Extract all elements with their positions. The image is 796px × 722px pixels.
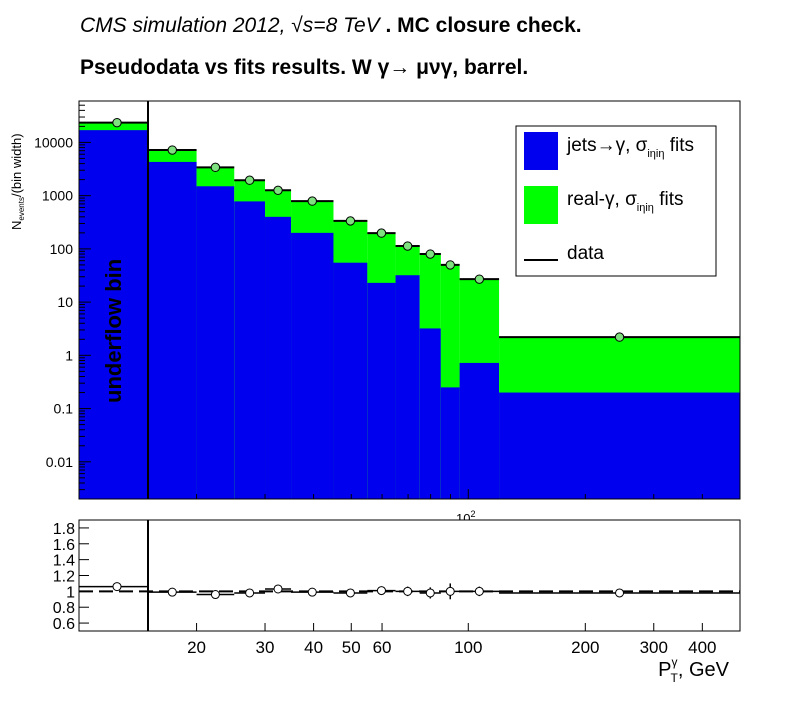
x-tick-label: 20: [187, 638, 206, 657]
legend: jets→γ, σiηiη fits real-γ, σiηiη fits data: [515, 125, 717, 277]
jets-bar: [499, 392, 740, 499]
jets-bar: [148, 161, 197, 500]
jets-bar: [395, 275, 420, 499]
data-point: [244, 175, 255, 185]
jets-bar: [265, 216, 292, 500]
jets-bar: [440, 387, 460, 499]
upper-panel: 0.01 0.1 1 10 100 1000 10000 Nevents/(bin width…: [9, 100, 741, 526]
x-tick-label: 50: [342, 638, 361, 657]
x-tick-label: 60: [373, 638, 392, 657]
x-tick-label: 200: [571, 638, 599, 657]
title-check: . MC closure check.: [385, 14, 582, 37]
ratio-point: [112, 582, 122, 592]
jets-bar: [459, 362, 500, 499]
data-point: [307, 196, 317, 206]
legend-jets-swatch: [524, 132, 558, 170]
y-tick-label: 1000: [42, 188, 73, 204]
y-tick-label: 0.1: [54, 401, 74, 417]
legend-label: real-γ, σiηiη fits: [567, 189, 683, 214]
x-tick-label: 40: [304, 638, 323, 657]
data-point: [376, 228, 387, 238]
ratio-y-tick-label: 1.2: [53, 569, 75, 586]
y-tick-label: 10000: [34, 134, 73, 150]
x-tick-label: 300: [640, 638, 668, 657]
legend-label: jets→γ, σiηiη fits: [566, 135, 694, 160]
data-point: [210, 162, 221, 173]
data-point: [345, 216, 356, 226]
legend-real-swatch: [524, 186, 558, 224]
y-tick-label: 0.01: [46, 454, 73, 470]
x-tick-label: 400: [688, 638, 716, 657]
ratio-y-tick-label: 0.8: [53, 600, 75, 617]
data-point: [167, 145, 177, 155]
jets-bar: [291, 232, 334, 499]
data-point: [614, 332, 625, 342]
jets-bar: [367, 282, 396, 499]
jets-bar: [333, 262, 368, 499]
y-tick-label: 10: [57, 294, 73, 310]
y-axis-title: Nevents/(bin width): [9, 133, 26, 230]
ratio-point: [345, 588, 355, 598]
ratio-y-tick-label: 1.4: [53, 553, 75, 570]
chart-title-line2: Pseudodata vs fits results. W γ→ μνγ, ba…: [80, 56, 529, 79]
data-point: [402, 241, 413, 251]
x-axis-title: Pγ T, GeV: [658, 655, 729, 685]
ratio-point: [403, 586, 413, 596]
jets-bar: [196, 186, 235, 499]
underflow-label: underflow bin: [101, 259, 126, 403]
jets-bar: [79, 130, 148, 499]
x-tick-label: 100: [454, 638, 482, 657]
ratio-point: [376, 586, 386, 596]
title-energy: √s=8 TeV: [291, 14, 380, 37]
upper-frame: [78, 100, 741, 500]
ratio-panel: 0.60.811.21.41.61.8 20 30 40 50 60 100 200 300 40…: [53, 519, 741, 685]
ratio-point: [210, 590, 220, 600]
legend-label: data: [567, 243, 604, 264]
title-experiment: CMS simulation 2012,: [80, 14, 286, 37]
jets-bar: [234, 201, 266, 499]
data-point: [112, 117, 122, 128]
jets-bar: [419, 328, 441, 499]
data-point: [445, 260, 455, 270]
ratio-y-tick-label: 1: [66, 584, 75, 601]
ratio-point: [273, 584, 283, 594]
data-point: [273, 185, 283, 196]
chart-title-line1: CMS simulation 2012, √s=8 TeV . MC closu…: [80, 14, 582, 38]
ratio-point: [445, 586, 455, 596]
data-point: [425, 249, 435, 259]
ratio-y-tick-label: 1.8: [53, 521, 75, 538]
ratio-point: [307, 587, 317, 597]
x-tick-label: 30: [256, 638, 275, 657]
y-tick-label: 100: [50, 241, 74, 257]
ratio-point: [425, 588, 435, 598]
ratio-y-tick-label: 0.6: [53, 616, 75, 633]
ratio-point: [615, 588, 625, 598]
ratio-point: [167, 587, 177, 597]
ratio-frame: [78, 519, 741, 632]
data-point: [474, 274, 485, 284]
ratio-point: [474, 586, 484, 596]
ratio-point: [245, 588, 255, 598]
ratio-y-tick-label: 1.6: [53, 537, 75, 554]
y-tick-label: 1: [65, 347, 73, 363]
